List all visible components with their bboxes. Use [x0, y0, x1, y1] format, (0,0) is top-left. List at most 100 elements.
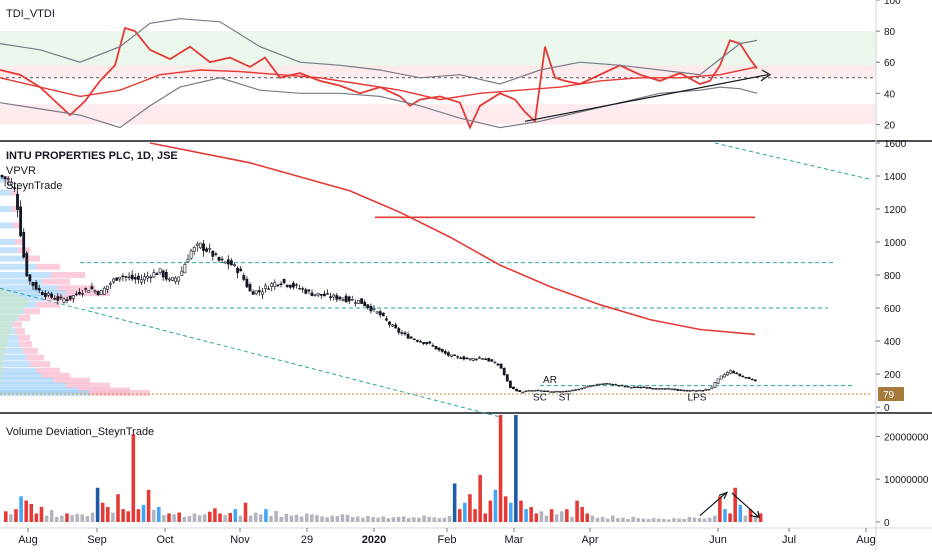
candle-up — [375, 311, 379, 314]
volume-bar — [488, 500, 493, 522]
candle-down — [546, 390, 550, 392]
volume-bar — [111, 512, 115, 522]
candle-down — [605, 383, 608, 385]
overlay-label-vpvr[interactable]: VPVR — [6, 165, 36, 177]
tdi-tick-label: 100 — [884, 0, 901, 7]
candle-up — [62, 298, 66, 303]
volume-bar — [60, 515, 64, 522]
candle-down — [518, 390, 522, 392]
candle-down — [279, 283, 283, 286]
volume-bar — [667, 519, 671, 522]
candle-up — [270, 283, 274, 287]
candle-up — [260, 291, 264, 295]
candle-down — [645, 387, 649, 389]
candle-down — [43, 292, 47, 298]
candle-down — [164, 271, 168, 280]
vpvr-bar-up — [0, 372, 42, 379]
vpvr-bar-up — [0, 247, 18, 254]
candle-down — [735, 372, 739, 375]
volume-bar — [463, 502, 467, 522]
time-tick-label: Jun — [709, 534, 727, 546]
candle-up — [109, 282, 112, 285]
volume-bar — [585, 513, 590, 522]
candle-down — [133, 277, 137, 280]
price-pane[interactable]: AR SC ST LPS — [0, 142, 871, 418]
time-tick-label: Feb — [438, 534, 457, 546]
candle-down — [403, 332, 407, 335]
tdi-pane[interactable] — [0, 18, 876, 130]
volume-bar — [233, 509, 238, 522]
candle-down — [574, 389, 577, 391]
time-tick-label: 2020 — [362, 534, 386, 546]
vpvr-bar-up — [0, 263, 36, 270]
candle-down — [412, 338, 416, 341]
tdi-pane-title: TDI_VTDI — [6, 8, 55, 20]
price-tick-label: 1200 — [884, 205, 907, 216]
candle-down — [636, 386, 639, 388]
candle-up — [372, 308, 376, 310]
volume-bar — [131, 434, 136, 522]
volume-bar — [299, 516, 304, 522]
candle-up — [577, 388, 581, 391]
price-tick-label: 1000 — [884, 238, 907, 249]
candle-down — [453, 354, 457, 357]
volume-bar — [565, 509, 569, 522]
candle-down — [230, 260, 233, 266]
candle-up — [691, 389, 695, 392]
candle-down — [601, 383, 605, 385]
volume-arrow-up-head — [718, 491, 729, 500]
volume-bar — [85, 516, 90, 522]
volume-bar — [728, 513, 732, 522]
candle-down — [422, 341, 426, 344]
candle-down — [121, 275, 125, 278]
time-tick-label: Nov — [230, 534, 250, 546]
price-trendline — [0, 287, 501, 418]
candle-up — [143, 276, 147, 281]
volume-bar — [172, 514, 176, 522]
time-tick-label: Aug — [856, 534, 876, 546]
volume-tick-label: 0 — [884, 518, 890, 529]
volume-bar — [192, 513, 197, 522]
volume-bar — [473, 509, 477, 522]
candle-up — [456, 356, 460, 358]
candle-down — [676, 389, 680, 391]
candle-down — [90, 286, 94, 290]
volume-bar — [259, 514, 263, 522]
candle-down — [137, 275, 140, 280]
candle-up — [273, 282, 277, 287]
candle-up — [350, 299, 354, 301]
candle-down — [214, 253, 218, 255]
candle-down — [236, 267, 240, 274]
candle-up — [71, 295, 75, 299]
candle-down — [78, 291, 81, 295]
volume-bar — [524, 509, 528, 522]
vpvr-bar-up — [0, 334, 18, 341]
candle-down — [282, 278, 286, 284]
vpvr-bar-up — [0, 347, 23, 354]
candle-down — [347, 296, 351, 302]
candle-up — [657, 388, 661, 390]
volume-bar — [55, 516, 59, 522]
volume-bar — [570, 516, 574, 522]
candle-down — [753, 379, 757, 382]
volume-bar — [539, 511, 544, 522]
volume-bar — [452, 483, 457, 522]
candle-down — [462, 356, 466, 360]
vpvr-bar-down — [36, 263, 60, 270]
volume-bar — [544, 515, 549, 522]
volume-bar — [575, 500, 579, 522]
volume-bar — [697, 518, 702, 522]
candle-down — [59, 296, 63, 299]
candle-up — [112, 278, 116, 283]
candle-down — [499, 363, 503, 369]
volume-bar — [391, 517, 396, 522]
volume-bar — [610, 515, 615, 522]
price-pane-title: INTU PROPERTIES PLC, 1D, JSE — [6, 150, 178, 162]
volume-pane[interactable] — [4, 415, 763, 522]
volume-bar — [126, 511, 130, 522]
overlay-label-steyntrade[interactable]: SteynTrade — [6, 180, 63, 192]
volume-bar — [616, 518, 620, 522]
candle-down — [611, 383, 615, 386]
